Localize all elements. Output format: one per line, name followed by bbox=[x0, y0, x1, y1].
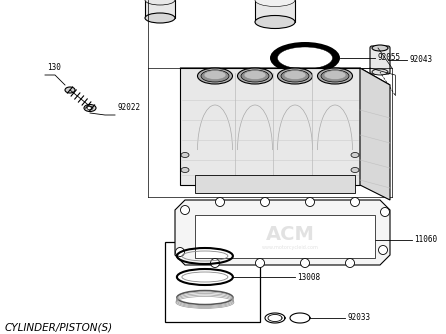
FancyBboxPatch shape bbox=[165, 242, 260, 322]
Circle shape bbox=[181, 205, 190, 214]
Ellipse shape bbox=[241, 70, 269, 82]
FancyBboxPatch shape bbox=[145, 0, 175, 18]
Circle shape bbox=[215, 197, 224, 206]
Circle shape bbox=[256, 259, 264, 268]
Ellipse shape bbox=[324, 70, 346, 79]
Circle shape bbox=[260, 197, 269, 206]
Ellipse shape bbox=[145, 13, 175, 23]
Circle shape bbox=[379, 245, 388, 255]
Polygon shape bbox=[175, 200, 390, 265]
Circle shape bbox=[211, 259, 219, 268]
Ellipse shape bbox=[351, 153, 359, 158]
FancyBboxPatch shape bbox=[370, 46, 390, 74]
Ellipse shape bbox=[277, 68, 313, 84]
Ellipse shape bbox=[321, 70, 349, 82]
Ellipse shape bbox=[181, 167, 189, 172]
Ellipse shape bbox=[277, 47, 333, 69]
Text: www.motorcycleid.com: www.motorcycleid.com bbox=[261, 245, 318, 250]
Ellipse shape bbox=[244, 70, 266, 79]
Text: 130: 130 bbox=[47, 63, 61, 72]
Polygon shape bbox=[180, 68, 360, 185]
FancyBboxPatch shape bbox=[195, 175, 355, 193]
Text: 92043: 92043 bbox=[409, 55, 432, 64]
Ellipse shape bbox=[87, 106, 93, 110]
Ellipse shape bbox=[281, 70, 309, 82]
Ellipse shape bbox=[351, 167, 359, 172]
Ellipse shape bbox=[198, 68, 232, 84]
Text: CYLINDER/PISTON(S): CYLINDER/PISTON(S) bbox=[5, 323, 113, 333]
Text: 92055: 92055 bbox=[377, 53, 400, 62]
Text: ACM: ACM bbox=[265, 225, 314, 244]
Ellipse shape bbox=[65, 87, 75, 93]
Text: 13008: 13008 bbox=[297, 273, 320, 282]
FancyBboxPatch shape bbox=[255, 0, 295, 22]
Polygon shape bbox=[195, 215, 375, 258]
Ellipse shape bbox=[270, 42, 340, 74]
Circle shape bbox=[301, 259, 310, 268]
Ellipse shape bbox=[255, 15, 295, 28]
Ellipse shape bbox=[255, 0, 295, 6]
Text: 92033: 92033 bbox=[347, 314, 370, 323]
Circle shape bbox=[346, 259, 355, 268]
Text: 11060: 11060 bbox=[414, 235, 437, 244]
Ellipse shape bbox=[318, 68, 352, 84]
Polygon shape bbox=[180, 68, 390, 85]
Circle shape bbox=[351, 197, 359, 206]
Ellipse shape bbox=[181, 153, 189, 158]
Ellipse shape bbox=[372, 69, 388, 75]
Circle shape bbox=[380, 207, 389, 216]
Polygon shape bbox=[360, 68, 390, 200]
Circle shape bbox=[175, 247, 185, 257]
Ellipse shape bbox=[238, 68, 273, 84]
Ellipse shape bbox=[204, 70, 226, 79]
Circle shape bbox=[306, 197, 314, 206]
Ellipse shape bbox=[145, 0, 175, 5]
Ellipse shape bbox=[201, 70, 229, 82]
Ellipse shape bbox=[284, 70, 306, 79]
Ellipse shape bbox=[372, 45, 388, 51]
Ellipse shape bbox=[84, 105, 96, 112]
Text: 92022: 92022 bbox=[117, 103, 140, 112]
